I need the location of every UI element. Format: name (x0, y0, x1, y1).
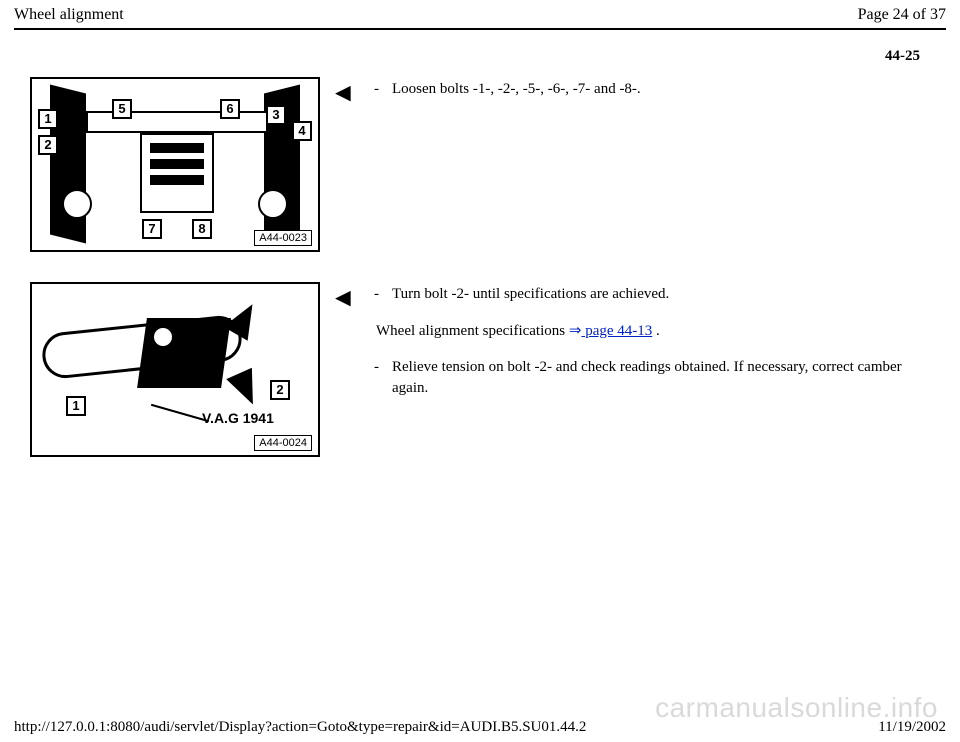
figure-2-label: 1 (66, 396, 86, 416)
bullet-marker: - (374, 79, 392, 101)
figure-1-label: 2 (38, 135, 58, 155)
bullet-marker: - (374, 357, 392, 379)
bullet-text: Loosen bolts -1-, -2-, -5-, -6-, -7- and… (392, 79, 930, 101)
footer-date: 11/19/2002 (878, 719, 946, 736)
bullet-text: Turn bolt -2- until specifications are a… (392, 284, 930, 306)
figure-1-label: 6 (220, 99, 240, 119)
figure-1-label: 7 (142, 219, 162, 239)
figure-1-label: 4 (292, 121, 312, 141)
figure-2-tool-label: V.A.G 1941 (202, 410, 274, 426)
figure-1-label: 8 (192, 219, 212, 239)
pointer-arrow-icon: ◄ (330, 77, 374, 105)
page-footer: http://127.0.0.1:8080/audi/servlet/Displ… (14, 719, 946, 736)
figure-tag: A44-0023 (254, 230, 312, 246)
bullet-item: - Loosen bolts -1-, -2-, -5-, -6-, -7- a… (374, 79, 930, 101)
bullet-text: Relieve tension on bolt -2- and check re… (392, 357, 930, 401)
section-number: 44-25 (0, 30, 960, 73)
content-area: 1 5 6 3 4 2 7 8 A44-0023 ◄ - Loosen b (0, 73, 960, 457)
instruction-text: - Turn bolt -2- until specifications are… (374, 282, 930, 414)
figure-1-art: 1 5 6 3 4 2 7 8 (32, 79, 318, 250)
instruction-row: 1 2 V.A.G 1941 A44-0024 ◄ - Turn bolt -2… (30, 282, 930, 457)
figure-cell: 1 5 6 3 4 2 7 8 A44-0023 (30, 77, 330, 252)
page: Wheel alignment Page 24 of 37 44-25 (0, 0, 960, 742)
instruction-row: 1 5 6 3 4 2 7 8 A44-0023 ◄ - Loosen b (30, 77, 930, 252)
link-arrow-icon: ⇒ (569, 322, 582, 339)
figure-1-label: 5 (112, 99, 132, 119)
figure-tag: A44-0024 (254, 435, 312, 451)
figure-cell: 1 2 V.A.G 1941 A44-0024 (30, 282, 330, 457)
reference-suffix: . (652, 323, 660, 339)
pointer-arrow-icon: ◄ (330, 282, 374, 310)
reference-prefix: Wheel alignment specifications (376, 323, 569, 339)
bullet-item: - Relieve tension on bolt -2- and check … (374, 357, 930, 401)
footer-url: http://127.0.0.1:8080/audi/servlet/Displ… (14, 719, 586, 736)
instruction-text: - Loosen bolts -1-, -2-, -5-, -6-, -7- a… (374, 77, 930, 115)
figure-1-label: 1 (38, 109, 58, 129)
bullet-item: - Turn bolt -2- until specifications are… (374, 284, 930, 306)
page-link[interactable]: page 44-13 (581, 323, 652, 339)
figure-1-label: 3 (266, 105, 286, 125)
figure-2: 1 2 V.A.G 1941 A44-0024 (30, 282, 320, 457)
page-header: Wheel alignment Page 24 of 37 (0, 0, 960, 28)
reference-line: Wheel alignment specifications ⇒ page 44… (374, 320, 930, 343)
header-page-number: Page 24 of 37 (858, 6, 946, 24)
header-title: Wheel alignment (14, 6, 124, 24)
bullet-marker: - (374, 284, 392, 306)
figure-2-art: 1 2 V.A.G 1941 (32, 284, 318, 455)
figure-1: 1 5 6 3 4 2 7 8 A44-0023 (30, 77, 320, 252)
figure-2-label: 2 (270, 380, 290, 400)
